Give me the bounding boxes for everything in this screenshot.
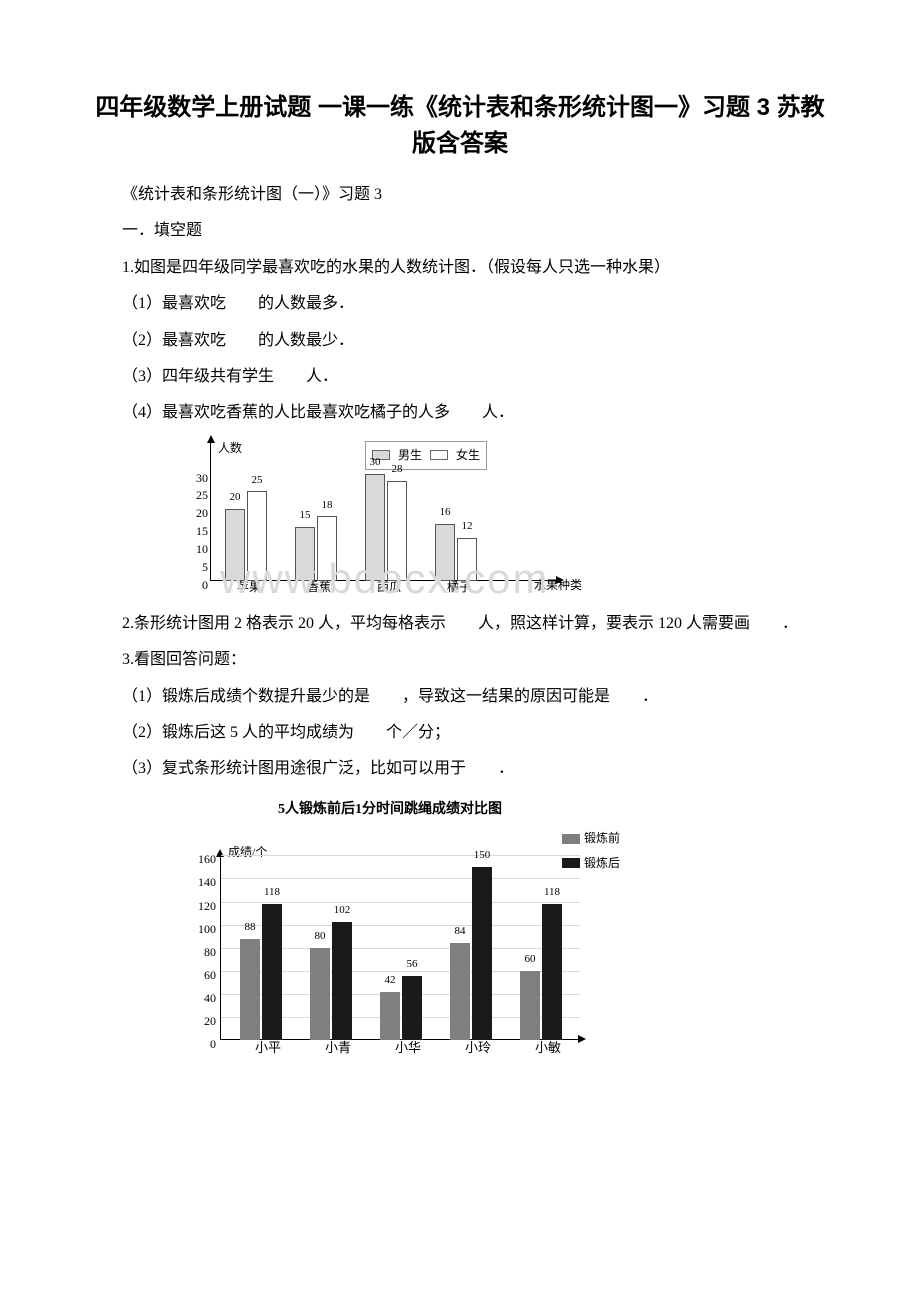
chart1-bar-value: 18	[317, 495, 337, 516]
legend-label-before: 锻炼前	[584, 827, 620, 850]
chart1: 人数 水果种类 男生 女生 051015202530 2025苹果1518香蕉3…	[180, 439, 560, 599]
chart2-bar-value: 118	[262, 882, 282, 903]
chart1-bar-boy	[295, 527, 315, 581]
chart2-ytick: 120	[192, 895, 216, 918]
chart2-bar-after	[332, 922, 352, 1040]
legend-box-before	[562, 834, 580, 844]
chart1-category: 西瓜	[365, 576, 413, 599]
chart2-category: 小华	[380, 1036, 436, 1061]
legend-label-after: 锻炼后	[584, 852, 620, 875]
section-heading: 一．填空题	[90, 216, 830, 246]
chart2-category: 小青	[310, 1036, 366, 1061]
chart1-bar-value: 25	[247, 470, 267, 491]
chart2-ytick: 100	[192, 918, 216, 941]
chart2-category: 小敏	[520, 1036, 576, 1061]
chart1-bar-value: 28	[387, 459, 407, 480]
chart2-bar-after	[402, 976, 422, 1041]
chart2-bar-value: 56	[402, 954, 422, 975]
chart1-bar-boy	[435, 524, 455, 581]
page-title: 四年级数学上册试题 一课一练《统计表和条形统计图一》习题 3 苏教版含答案	[90, 90, 830, 162]
chart2-bar-value: 42	[380, 970, 400, 991]
chart1-bar-value: 16	[435, 502, 455, 523]
q3-3: （3）复式条形统计图用途很广泛，比如可以用于 ．	[90, 754, 830, 784]
chart2-ytick: 0	[192, 1033, 216, 1056]
chart1-bar-boy	[365, 474, 385, 581]
chart1-category: 苹果	[225, 576, 273, 599]
subtitle: 《统计表和条形统计图（一）》习题 3	[90, 180, 830, 210]
chart1-category: 香蕉	[295, 576, 343, 599]
chart2-bar-after	[472, 867, 492, 1040]
chart1-bar-value: 20	[225, 487, 245, 508]
chart2-container: 5人锻炼前后1分时间跳绳成绩对比图 锻炼前 锻炼后 成绩/个 020406080…	[180, 797, 830, 1063]
chart2-bar-value: 60	[520, 949, 540, 970]
chart1-bar-girl	[387, 481, 407, 581]
chart2-bar-before	[520, 971, 540, 1040]
chart2-ytick: 60	[192, 964, 216, 987]
q3-2: （2）锻炼后这 5 人的平均成绩为 个／分；	[90, 718, 830, 748]
q1-4: （4）最喜欢吃香蕉的人比最喜欢吃橘子的人多 人．	[90, 398, 830, 428]
chart2-ytick: 160	[192, 848, 216, 871]
chart2-bar-after	[542, 904, 562, 1040]
chart2: 锻炼前 锻炼后 成绩/个 020406080100120140160 88118…	[180, 827, 610, 1062]
chart2-bar-value: 118	[542, 882, 562, 903]
chart1-bar-value: 30	[365, 452, 385, 473]
chart2-bar-before	[450, 943, 470, 1040]
chart2-ytick: 40	[192, 987, 216, 1010]
chart1-bar-value: 12	[457, 516, 477, 537]
chart2-bar-before	[380, 992, 400, 1041]
chart1-bar-girl	[247, 491, 267, 580]
chart2-ytick: 80	[192, 941, 216, 964]
q2: 2.条形统计图用 2 格表示 20 人，平均每格表示 人，照这样计算，要表示 1…	[90, 609, 830, 639]
chart2-bar-before	[310, 948, 330, 1041]
chart2-bar-after	[262, 904, 282, 1040]
chart1-bar-girl	[317, 516, 337, 580]
chart2-bar-value: 84	[450, 921, 470, 942]
q3-1: （1）锻炼后成绩个数提升最少的是 ，导致这一结果的原因可能是 ．	[90, 682, 830, 712]
q3-intro: 3.看图回答问题：	[90, 645, 830, 675]
q1-1: （1）最喜欢吃 的人数最多．	[90, 289, 830, 319]
chart2-ytick: 20	[192, 1010, 216, 1033]
chart2-bar-value: 102	[332, 900, 352, 921]
chart1-bar-value: 15	[295, 505, 315, 526]
q1-3: （3）四年级共有学生 人．	[90, 362, 830, 392]
chart1-ytick: 30	[188, 467, 208, 490]
chart1-bar-boy	[225, 509, 245, 580]
q1-2: （2）最喜欢吃 的人数最少．	[90, 326, 830, 356]
q1-intro: 1.如图是四年级同学最喜欢吃的水果的人数统计图．（假设每人只选一种水果）	[90, 253, 830, 283]
chart2-title: 5人锻炼前后1分时间跳绳成绩对比图	[180, 797, 600, 824]
chart2-bar-value: 150	[472, 845, 492, 866]
chart2-bar-value: 88	[240, 917, 260, 938]
chart2-bar-before	[240, 939, 260, 1041]
chart1-bar-girl	[457, 538, 477, 581]
chart2-category: 小平	[240, 1036, 296, 1061]
chart1-category: 橘子	[435, 576, 483, 599]
chart2-bar-value: 80	[310, 926, 330, 947]
chart1-container: 人数 水果种类 男生 女生 051015202530 2025苹果1518香蕉3…	[180, 439, 830, 599]
chart1-bars: 2025苹果1518香蕉3028西瓜1612橘子	[210, 456, 560, 581]
chart2-ytick: 140	[192, 871, 216, 894]
chart2-category: 小玲	[450, 1036, 506, 1061]
